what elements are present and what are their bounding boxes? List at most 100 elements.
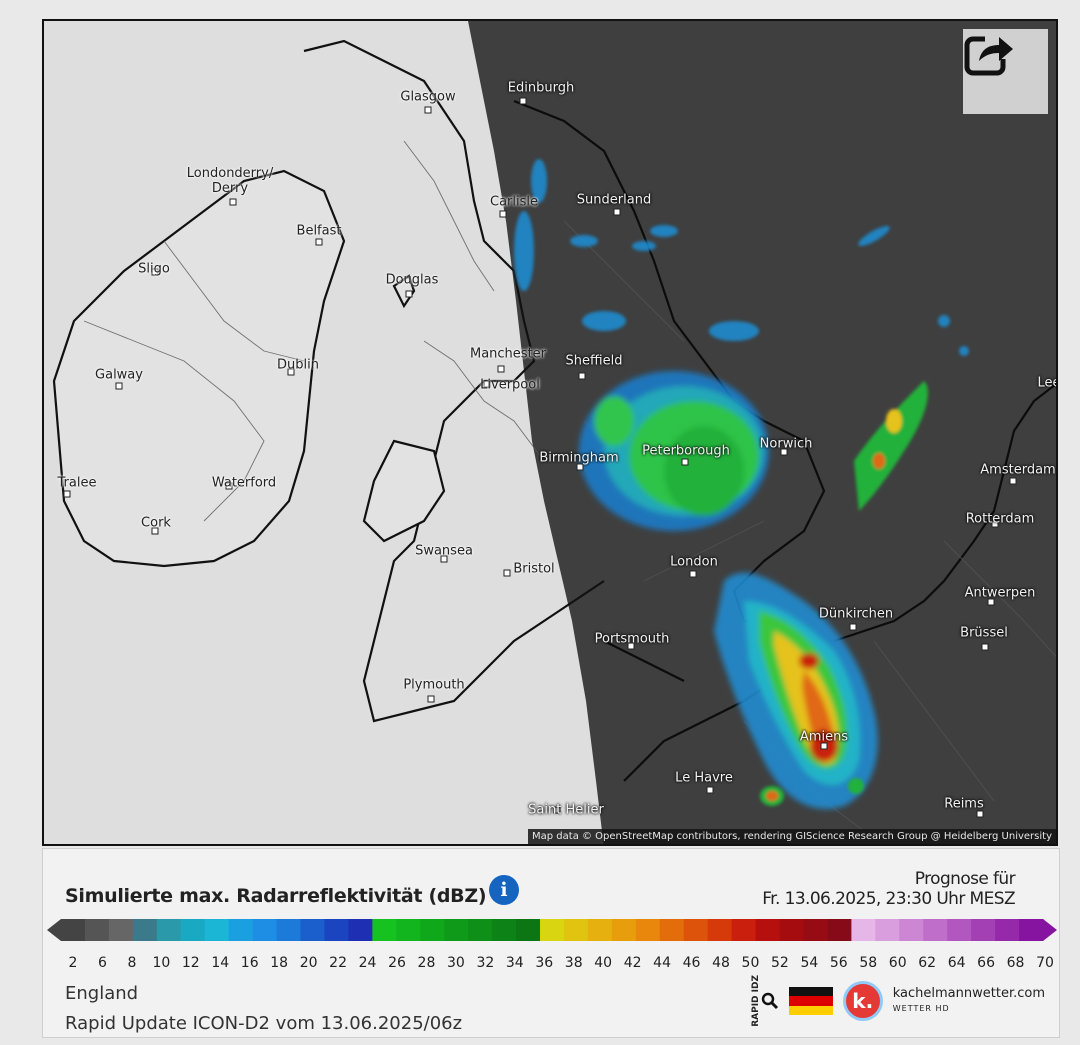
model-run-label: Rapid Update ICON-D2 vom 13.06.2025/06z — [65, 1013, 463, 1034]
city-label-dunkirchen: Dünkirchen — [818, 606, 894, 622]
scale-swatch — [923, 919, 948, 941]
prognose-label: Prognose für — [914, 869, 1016, 889]
scale-swatch — [779, 919, 804, 941]
legend-panel: Simulierte max. Radarreflektivität (dBZ)… — [42, 848, 1060, 1038]
map-canvas[interactable] — [44, 21, 1058, 846]
scale-arrow-left — [47, 919, 61, 941]
brand-sub: WETTER HD — [892, 1003, 950, 1013]
city-label-dublin: Dublin — [277, 357, 319, 373]
city-label-glasgow: Glasgow — [400, 89, 456, 105]
scale-swatch — [468, 919, 493, 941]
city-label-swansea: Swansea — [415, 543, 473, 559]
city-label-brussel: Brüssel — [960, 625, 1008, 641]
scale-swatch — [707, 919, 733, 941]
scale-tick-label: 36 — [535, 955, 554, 971]
scale-swatch — [492, 919, 517, 941]
city-label-sunderland: Sunderland — [576, 192, 652, 208]
scale-arrow-right — [1043, 919, 1057, 941]
scale-swatch — [348, 919, 373, 941]
scale-tick-label: 58 — [859, 955, 878, 971]
rapid-idz-icon: RAPID IDZ — [751, 975, 779, 1027]
scale-swatch — [947, 919, 972, 941]
scale-tick-label: 44 — [653, 955, 671, 971]
scale-tick-label: 2 — [68, 955, 78, 971]
map-attribution[interactable]: Map data © OpenStreetMap contributors, r… — [528, 829, 1056, 844]
scale-tick-label: 24 — [358, 955, 377, 971]
scale-swatch — [324, 919, 349, 941]
scale-swatch — [204, 919, 230, 941]
scale-swatch — [372, 919, 397, 941]
color-scale — [47, 919, 1057, 941]
scale-swatch — [731, 919, 757, 941]
city-label-plymouth: Plymouth — [403, 677, 465, 693]
scale-tick-label: 68 — [1006, 955, 1025, 971]
brand-text: kachelmannwetter.com WETTER HD — [892, 985, 1045, 1016]
city-label-reims: Reims — [944, 796, 984, 812]
scale-swatch — [875, 919, 900, 941]
scale-tick-label: 42 — [623, 955, 642, 971]
scale-swatch — [156, 919, 182, 941]
city-label-edinburgh: Edinburgh — [507, 80, 575, 96]
forecast-time: Prognose für Fr. 13.06.2025, 23:30 Uhr M… — [762, 869, 1015, 909]
city-label-carlisle: Carlisle — [490, 194, 538, 210]
scale-swatch — [108, 919, 134, 941]
city-label-galway: Galway — [95, 367, 143, 383]
scale-tick-label: 30 — [446, 955, 465, 971]
city-label-londonderry: Londonderry/ Derry — [186, 166, 274, 196]
scale-swatch — [420, 919, 445, 941]
scale-swatch — [180, 919, 206, 941]
scale-tick-label: 10 — [152, 955, 171, 971]
scale-swatch — [444, 919, 469, 941]
scale-tick-label: 12 — [181, 955, 200, 971]
scale-tick-label: 70 — [1036, 955, 1054, 971]
scale-tick-label: 46 — [682, 955, 701, 971]
scale-swatch — [61, 919, 86, 941]
city-label-bristol: Bristol — [513, 561, 555, 577]
scale-swatch — [228, 919, 254, 941]
scale-swatch — [300, 919, 325, 941]
city-label-lehavre: Le Havre — [675, 770, 733, 786]
brand-name: kachelmannwetter.com — [892, 985, 1045, 1001]
coastlines — [52, 39, 605, 723]
scale-tick-label: 54 — [800, 955, 819, 971]
scale-swatch — [755, 919, 781, 941]
brand-block[interactable]: RAPID IDZ k. kachelmannwetter.com WETTER… — [751, 975, 1045, 1027]
scale-tick-label: 32 — [476, 955, 495, 971]
radar-precipitation — [514, 159, 969, 809]
city-label-norwich: Norwich — [759, 436, 813, 452]
city-label-waterford: Waterford — [211, 475, 277, 491]
city-label-antwerpen: Antwerpen — [964, 585, 1036, 601]
info-icon[interactable]: i — [489, 875, 519, 905]
scale-tick-label: 6 — [97, 955, 107, 971]
scale-swatch — [899, 919, 924, 941]
scale-tick-label: 64 — [947, 955, 966, 971]
city-label-sainthelier: Saint Helier — [528, 802, 604, 818]
scale-swatch — [252, 919, 278, 941]
city-label-liverpool: Liverpool — [480, 377, 540, 393]
scale-swatch — [971, 919, 996, 941]
share-button[interactable] — [963, 29, 1048, 114]
city-label-leer: Lee — [1037, 375, 1056, 391]
scale-tick-label: 20 — [299, 955, 318, 971]
prognose-time: Fr. 13.06.2025, 23:30 Uhr MESZ — [762, 889, 1015, 909]
scale-tick-label: 62 — [918, 955, 937, 971]
city-markers — [63, 97, 1017, 818]
map-panel[interactable]: Edinburgh Glasgow Londonderry/ Derry Belfas… — [42, 19, 1058, 846]
scale-tick-label: 28 — [417, 955, 436, 971]
scale-tick-label: 14 — [211, 955, 230, 971]
scale-tick-label: 18 — [270, 955, 289, 971]
scale-swatch — [516, 919, 541, 941]
scale-swatch — [995, 919, 1020, 941]
magnifier-icon — [761, 992, 778, 1010]
city-label-belfast: Belfast — [296, 223, 342, 239]
scale-tick-label: 16 — [240, 955, 259, 971]
city-label-birmingham: Birmingham — [539, 450, 619, 466]
region-label: England — [65, 983, 139, 1004]
scale-swatch — [611, 919, 637, 941]
scale-tick-label: 22 — [329, 955, 347, 971]
scale-swatch — [276, 919, 302, 941]
kachelmann-logo-icon: k. — [842, 981, 883, 1022]
scale-swatch — [635, 919, 661, 941]
scale-tick-label: 40 — [594, 955, 613, 971]
city-label-rotterdam: Rotterdam — [965, 511, 1035, 527]
